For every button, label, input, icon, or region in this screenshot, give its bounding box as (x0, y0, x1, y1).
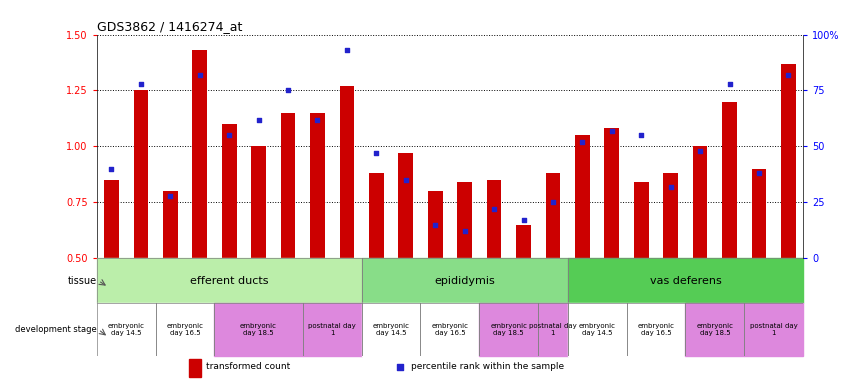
Bar (634, 182, 648, 258)
Bar (538, 303, 568, 356)
Bar (214, 303, 303, 356)
Text: postnatal day
1: postnatal day 1 (309, 323, 356, 336)
Bar (516, 225, 531, 258)
Bar (399, 153, 413, 258)
Point (516, 217, 530, 223)
Bar (188, 359, 201, 376)
Text: percentile rank within the sample: percentile rank within the sample (411, 362, 564, 371)
Bar (546, 173, 560, 258)
Text: postnatal day
1: postnatal day 1 (750, 323, 797, 336)
Bar (722, 102, 737, 258)
Bar (781, 64, 796, 258)
Text: vas deferens: vas deferens (649, 276, 722, 286)
Text: GDS3862 / 1416274_at: GDS3862 / 1416274_at (97, 20, 242, 33)
Bar (605, 129, 619, 258)
Bar (627, 303, 685, 356)
Bar (362, 258, 568, 303)
Point (781, 72, 795, 78)
Point (163, 192, 177, 199)
Point (310, 116, 324, 122)
Bar (420, 303, 479, 356)
Bar (568, 303, 627, 356)
Bar (303, 303, 362, 356)
Bar (222, 124, 236, 258)
Bar (251, 146, 266, 258)
Point (605, 127, 618, 134)
Text: development stage: development stage (15, 325, 97, 334)
Point (752, 170, 765, 176)
Text: embryonic
day 18.5: embryonic day 18.5 (241, 323, 277, 336)
Bar (369, 173, 383, 258)
Bar (479, 303, 538, 356)
Text: embryonic
day 14.5: embryonic day 14.5 (579, 323, 616, 336)
Bar (664, 173, 678, 258)
Point (134, 81, 148, 87)
Point (369, 150, 383, 156)
Point (693, 148, 706, 154)
Text: embryonic
day 16.5: embryonic day 16.5 (431, 323, 468, 336)
Text: embryonic
day 16.5: embryonic day 16.5 (167, 323, 204, 336)
Bar (693, 146, 707, 258)
Bar (310, 113, 325, 258)
Bar (156, 303, 214, 356)
Text: embryonic
day 18.5: embryonic day 18.5 (490, 323, 527, 336)
Text: efferent ducts: efferent ducts (190, 276, 268, 286)
Point (487, 206, 500, 212)
Text: epididymis: epididymis (434, 276, 495, 286)
Bar (487, 180, 501, 258)
Bar (752, 169, 766, 258)
Point (399, 177, 412, 183)
Point (575, 139, 589, 145)
Text: postnatal day
1: postnatal day 1 (529, 323, 577, 336)
Bar (575, 135, 590, 258)
Text: tissue: tissue (67, 276, 97, 286)
Bar (134, 91, 148, 258)
Bar (281, 113, 295, 258)
Bar (685, 303, 744, 356)
Point (104, 166, 118, 172)
Bar (104, 180, 119, 258)
Text: embryonic
day 14.5: embryonic day 14.5 (108, 323, 145, 336)
Bar (193, 50, 207, 258)
Text: embryonic
day 14.5: embryonic day 14.5 (373, 323, 410, 336)
Point (664, 184, 677, 190)
Bar (568, 258, 803, 303)
Point (394, 364, 407, 370)
Bar (97, 258, 362, 303)
Text: embryonic
day 18.5: embryonic day 18.5 (696, 323, 733, 336)
Text: transformed count: transformed count (206, 362, 290, 371)
Bar (458, 182, 472, 258)
Text: embryonic
day 16.5: embryonic day 16.5 (637, 323, 674, 336)
Point (547, 199, 560, 205)
Point (722, 81, 736, 87)
Bar (362, 303, 420, 356)
Point (222, 132, 235, 138)
Point (458, 228, 471, 234)
Point (193, 72, 206, 78)
Point (251, 116, 265, 122)
Bar (340, 86, 354, 258)
Bar (163, 191, 177, 258)
Point (340, 47, 353, 53)
Point (281, 88, 294, 94)
Bar (97, 303, 156, 356)
Point (428, 222, 442, 228)
Point (634, 132, 648, 138)
Bar (428, 191, 442, 258)
Bar (744, 303, 803, 356)
